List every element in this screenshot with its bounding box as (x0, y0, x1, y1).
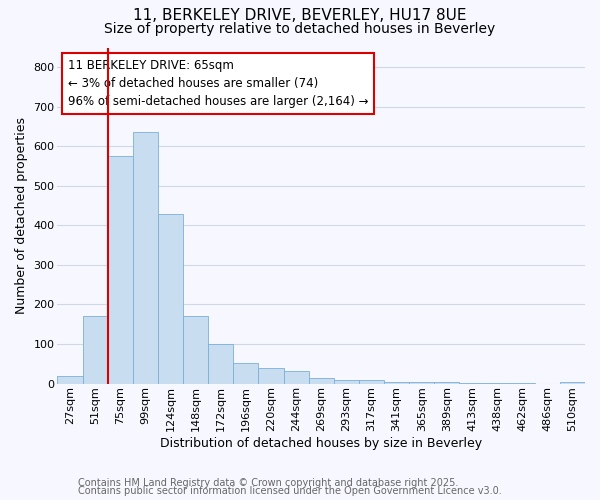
Bar (183, 316, 208, 384)
X-axis label: Distribution of detached houses by size in Beverley: Distribution of detached houses by size … (160, 437, 482, 450)
Bar (259, 368, 284, 384)
Bar (359, 380, 384, 384)
Bar (460, 383, 485, 384)
Text: Size of property relative to detached houses in Beverley: Size of property relative to detached ho… (104, 22, 496, 36)
Bar (334, 380, 359, 384)
Bar (384, 382, 409, 384)
Bar (409, 382, 434, 384)
Bar (560, 382, 585, 384)
Text: 11, BERKELEY DRIVE, BEVERLEY, HU17 8UE: 11, BERKELEY DRIVE, BEVERLEY, HU17 8UE (133, 8, 467, 22)
Text: 11 BERKELEY DRIVE: 65sqm
← 3% of detached houses are smaller (74)
96% of semi-de: 11 BERKELEY DRIVE: 65sqm ← 3% of detache… (68, 60, 368, 108)
Bar (233, 363, 259, 384)
Bar (158, 214, 183, 384)
Bar (108, 156, 133, 384)
Text: Contains public sector information licensed under the Open Government Licence v3: Contains public sector information licen… (78, 486, 502, 496)
Bar (83, 316, 108, 384)
Bar (208, 344, 233, 384)
Bar (308, 378, 334, 384)
Bar (58, 376, 83, 384)
Bar (434, 382, 460, 384)
Text: Contains HM Land Registry data © Crown copyright and database right 2025.: Contains HM Land Registry data © Crown c… (78, 478, 458, 488)
Bar (284, 371, 308, 384)
Bar (133, 132, 158, 384)
Y-axis label: Number of detached properties: Number of detached properties (15, 117, 28, 314)
